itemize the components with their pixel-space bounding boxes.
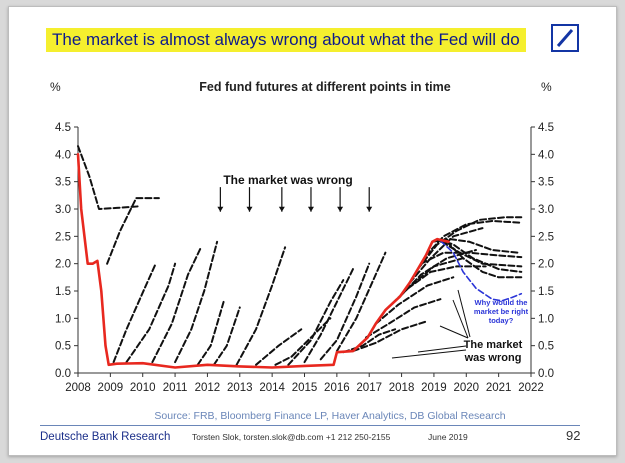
futures-curve-10: [255, 328, 303, 366]
futures-curve-4: [125, 262, 177, 364]
x-tick-label: 2017: [356, 382, 382, 394]
y-tick-label-right: 3.5: [538, 177, 554, 189]
y-tick-label-left: 4.5: [55, 122, 71, 134]
y-tick-label-left: 0.0: [55, 368, 71, 380]
y-tick-label-left: 2.0: [55, 259, 71, 271]
y-tick-label-right: 3.0: [538, 204, 554, 216]
market-wrong-label: The market was wrong: [223, 173, 352, 187]
futures-curve-13: [303, 268, 354, 364]
down-arrow-head: [246, 206, 253, 212]
source-note: Source: FRB, Bloomberg Finance LP, Haver…: [154, 410, 506, 422]
x-tick-label: 2011: [163, 382, 188, 394]
y-tick-label-right: 4.5: [538, 122, 554, 134]
y-tick-label-left: 1.5: [55, 286, 71, 298]
futures-curve-6: [174, 240, 219, 364]
futures-curve-15: [335, 251, 387, 353]
down-arrow-head: [307, 206, 314, 212]
x-tick-label: 2020: [453, 382, 479, 394]
headline-banner: The market is almost always wrong about …: [46, 28, 526, 52]
down-arrow-head: [366, 206, 373, 212]
x-tick-label: 2013: [227, 382, 253, 394]
series-layer: [76, 145, 523, 369]
x-tick-label: 2014: [259, 382, 285, 394]
footer-divider: [40, 425, 580, 426]
pointer-line: [452, 299, 469, 339]
footer-author: Torsten Slok, torsten.slok@db.com +1 212…: [192, 432, 391, 442]
logo-slash-icon: [556, 29, 574, 47]
futures-curve-3: [112, 262, 157, 364]
futures-curve-9: [235, 246, 287, 366]
x-tick-label: 2021: [486, 382, 512, 394]
futures-curve-24: [424, 220, 523, 257]
x-tick-label: 2008: [65, 382, 91, 394]
y-tick-label-left: 1.0: [55, 313, 71, 325]
futures-curve-12: [287, 279, 345, 366]
x-tick-label: 2016: [324, 382, 350, 394]
y-tick-label-right: 2.5: [538, 231, 554, 243]
futures-curve-22: [408, 227, 484, 284]
y-tick-label-right: 0.5: [538, 341, 554, 353]
futures-curve-27: [441, 240, 523, 268]
annotation-layer: The market was wrong The market was wrong W…: [217, 173, 529, 364]
deutsche-bank-logo: [551, 24, 579, 52]
pointer-line: [417, 345, 467, 353]
pointer-line: [439, 325, 469, 339]
futures-curve-19: [374, 276, 455, 325]
futures-curve-30: [407, 265, 487, 290]
futures-curve-2: [106, 197, 160, 265]
x-tick-label: 2019: [421, 382, 447, 394]
footer-date: June 2019: [428, 432, 468, 442]
futures-curve-8: [212, 306, 241, 366]
pointer-line: [391, 349, 467, 359]
futures-curve-7: [196, 300, 225, 366]
futures-curve-11: [274, 317, 332, 366]
y-tick-label-left: 4.0: [55, 149, 71, 161]
y-tick-label-right: 1.0: [538, 313, 554, 325]
futures-curve-14: [319, 262, 371, 361]
down-arrow-head: [337, 206, 344, 212]
y-tick-label-right: 1.5: [538, 286, 554, 298]
y-axis-label-right: %: [541, 80, 552, 94]
futures-curve-17: [352, 320, 429, 353]
x-tick-label: 2012: [195, 382, 221, 394]
chart-title: Fed fund futures at different points in …: [199, 80, 450, 94]
down-arrow-head: [278, 206, 285, 212]
y-tick-label-left: 3.5: [55, 177, 71, 189]
down-arrow-head: [217, 206, 224, 212]
pointer-line: [457, 289, 471, 338]
y-tick-label-left: 2.5: [55, 231, 71, 243]
why-right-today-label: Why would the market be right today?: [474, 298, 529, 325]
x-tick-label: 2009: [98, 382, 124, 394]
y-tick-label-left: 0.5: [55, 341, 71, 353]
y-tick-label-left: 3.0: [55, 204, 71, 216]
y-tick-label-right: 4.0: [538, 149, 554, 161]
futures-curve-16: [342, 328, 397, 354]
x-tick-label: 2018: [389, 382, 415, 394]
fed-funds-rate-line: [76, 153, 450, 369]
market-wrong-right-label: The market was wrong: [464, 339, 523, 364]
x-tick-label: 2015: [292, 382, 318, 394]
y-tick-label-right: 0.0: [538, 368, 554, 380]
y-tick-label-right: 2.0: [538, 259, 554, 271]
futures-curve-29: [420, 251, 523, 265]
page-number: 92: [566, 428, 581, 443]
footer-org: Deutsche Bank Research: [40, 431, 171, 443]
x-tick-label: 2022: [518, 382, 544, 394]
futures-curve-18: [365, 298, 442, 339]
y-axis-label-left: %: [50, 80, 61, 94]
futures-curve-1: [77, 145, 141, 210]
current-futures-line: [439, 239, 523, 302]
futures-curve-23: [416, 216, 523, 271]
futures-curve-5: [151, 246, 202, 364]
x-tick-label: 2010: [130, 382, 156, 394]
slide: [8, 6, 617, 456]
